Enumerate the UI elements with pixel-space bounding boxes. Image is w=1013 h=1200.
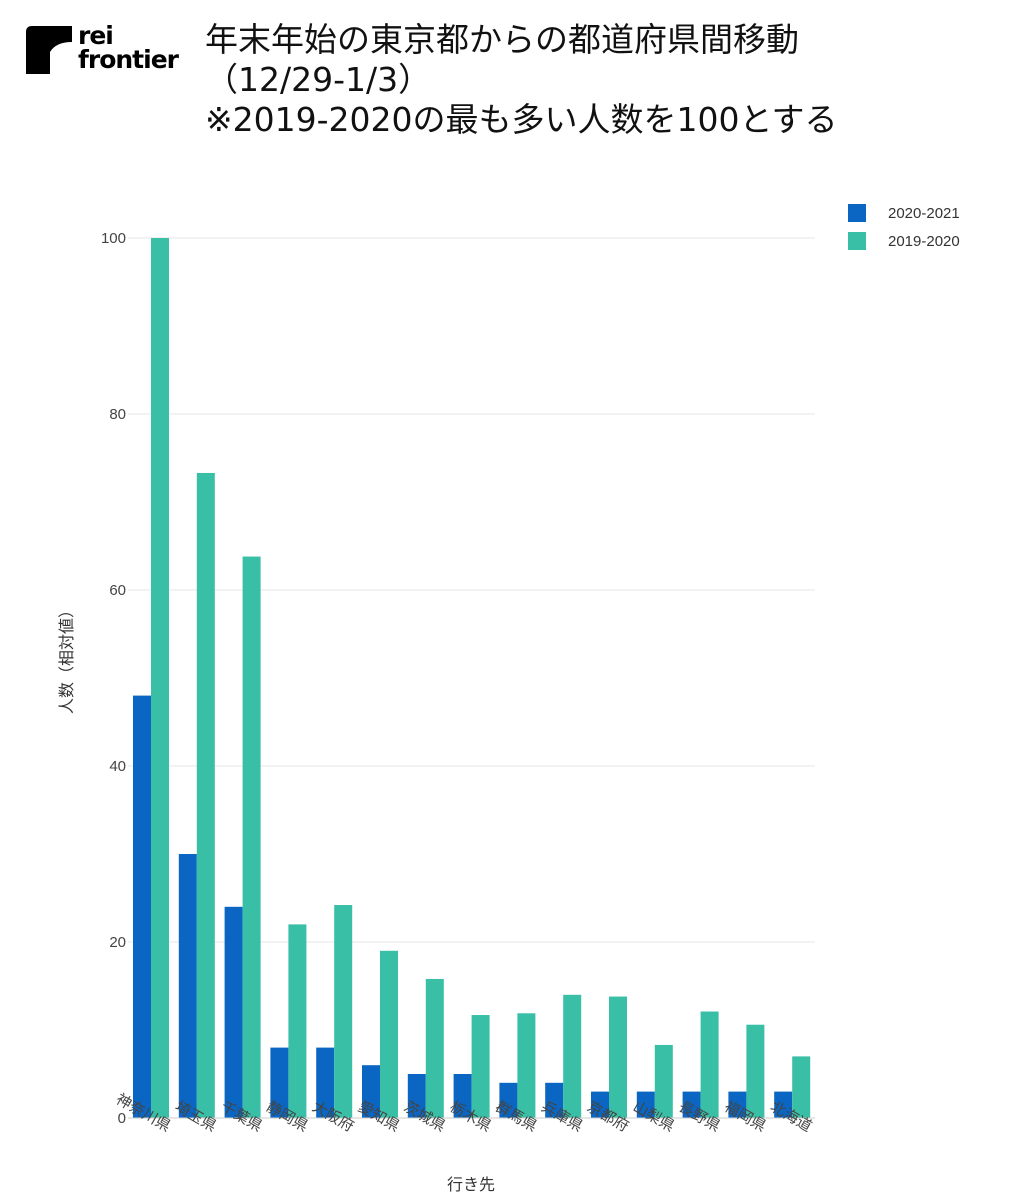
logo-text: rei frontier [78,21,179,74]
y-axis-ticks: 0 20 40 60 80 100 [101,230,126,1127]
y-axis-label: 人数（相対値） [58,602,76,714]
legend-item-series1[interactable]: 2020-2021 [848,203,960,223]
bars [133,238,811,1119]
x-axis-label: 行き先 [447,1176,495,1194]
bar-series2[interactable] [425,978,444,1118]
bar-series2[interactable] [288,924,307,1118]
logo-text-line1: rei [78,21,114,50]
bar-series1[interactable] [682,1091,701,1118]
bar-series1[interactable] [728,1091,747,1118]
bar-series1[interactable] [774,1091,793,1118]
bar-series2[interactable] [746,1024,765,1118]
y-tick-label: 0 [118,1110,126,1127]
bar-series2[interactable] [700,1011,719,1118]
bar-series2[interactable] [563,994,582,1118]
bar-series2[interactable] [471,1015,490,1118]
y-tick-label: 40 [109,758,126,775]
bar-series2[interactable] [380,950,398,1118]
legend-swatch-series1 [848,204,866,222]
title-line1: 年末年始の東京都からの都道府県間移動 [205,20,799,59]
bar-series2[interactable] [151,238,169,1118]
logo-mark-icon [26,26,72,74]
bar-series1[interactable] [453,1074,472,1118]
legend-label-series2: 2019-2020 [888,232,960,250]
y-tick-label: 20 [109,934,126,951]
bar-series1[interactable] [133,695,151,1118]
logo-text-line2: frontier [78,45,179,74]
legend-swatch-series2 [848,232,866,250]
bar-series2[interactable] [792,1056,811,1118]
title-line3: ※2019-2020の最も多い人数を100とする [205,100,838,139]
legend-item-series2[interactable]: 2019-2020 [848,231,960,251]
bar-series2[interactable] [609,996,627,1118]
bar-series1[interactable] [270,1047,289,1118]
bar-series2[interactable] [242,556,261,1118]
y-tick-label: 80 [109,406,126,423]
bar-series1[interactable] [224,906,243,1118]
bar-series1[interactable] [362,1065,380,1118]
title-line2: （12/29-1/3） [205,60,432,99]
bar-series1[interactable] [636,1091,655,1118]
bar-series1[interactable] [545,1082,564,1118]
bar-series2[interactable] [334,905,353,1118]
bar-series2[interactable] [196,472,215,1119]
y-tick-label: 60 [109,582,126,599]
bar-series2[interactable] [517,1013,536,1118]
bar-series1[interactable] [407,1074,426,1118]
chart-title: 年末年始の東京都からの都道府県間移動 （12/29-1/3） ※2019-202… [205,20,838,140]
bar-series1[interactable] [499,1082,518,1118]
bar-series1[interactable] [178,854,197,1118]
legend: 2020-2021 2019-2020 [848,203,960,259]
rei-frontier-logo: rei frontier [26,21,186,80]
bar-series1[interactable] [316,1047,335,1118]
bar-series1[interactable] [591,1091,609,1118]
legend-label-series1: 2020-2021 [888,204,960,222]
grid-lines [128,237,815,943]
y-tick-label: 100 [101,230,126,247]
bar-series2[interactable] [654,1044,673,1118]
